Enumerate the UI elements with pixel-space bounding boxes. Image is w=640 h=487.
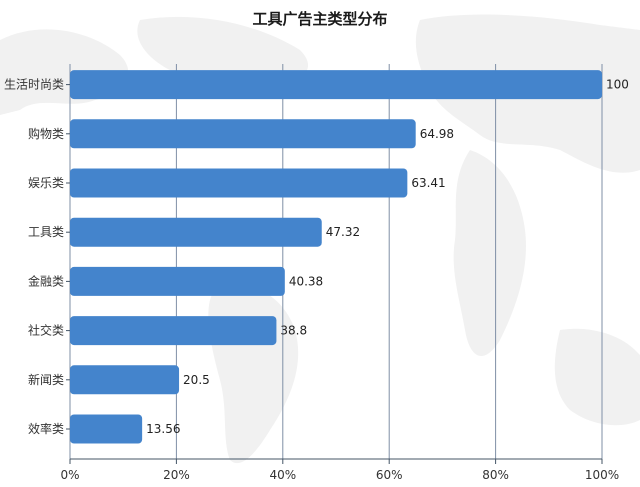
bar-value-label: 20.5 (183, 373, 210, 387)
bar-4 (70, 266, 285, 296)
category-label: 社交类 (28, 323, 64, 338)
bar-1 (70, 119, 416, 149)
x-axis-ticks: 0% 20% 40% 60% 80% 100% (60, 458, 619, 482)
bar-value-label: 100 (606, 78, 629, 92)
bar-0 (70, 70, 602, 100)
x-tick-label: 80% (482, 468, 509, 482)
bars (70, 70, 602, 444)
category-label: 效率类 (28, 421, 64, 436)
category-label: 生活时尚类 (4, 78, 64, 92)
bar-value-label: 64.98 (420, 127, 454, 141)
bar-value-label: 38.8 (280, 324, 307, 338)
value-labels: 100 64.98 63.41 47.32 40.38 38.8 20.5 13.56 (146, 78, 629, 436)
bar-7 (70, 414, 143, 444)
x-tick-label: 0% (60, 468, 79, 482)
bar-value-label: 47.32 (326, 225, 360, 239)
x-tick-label: 20% (163, 468, 190, 482)
bar-3 (70, 217, 322, 247)
chart-title: 工具广告主类型分布 (252, 10, 387, 28)
category-label: 工具类 (28, 225, 64, 239)
category-label: 娱乐类 (28, 176, 64, 190)
bar-5 (70, 316, 277, 346)
bar-value-label: 63.41 (411, 176, 445, 190)
category-label: 新闻类 (28, 372, 64, 387)
world-map-background (0, 14, 640, 464)
bar-6 (70, 365, 180, 395)
bar-value-label: 40.38 (289, 274, 323, 288)
x-tick-label: 60% (376, 468, 403, 482)
bar-2 (70, 168, 408, 198)
x-tick-label: 100% (585, 468, 619, 482)
category-label: 金融类 (28, 273, 64, 288)
bar-value-label: 13.56 (146, 422, 180, 436)
x-tick-label: 40% (269, 468, 296, 482)
category-label: 购物类 (28, 126, 64, 141)
